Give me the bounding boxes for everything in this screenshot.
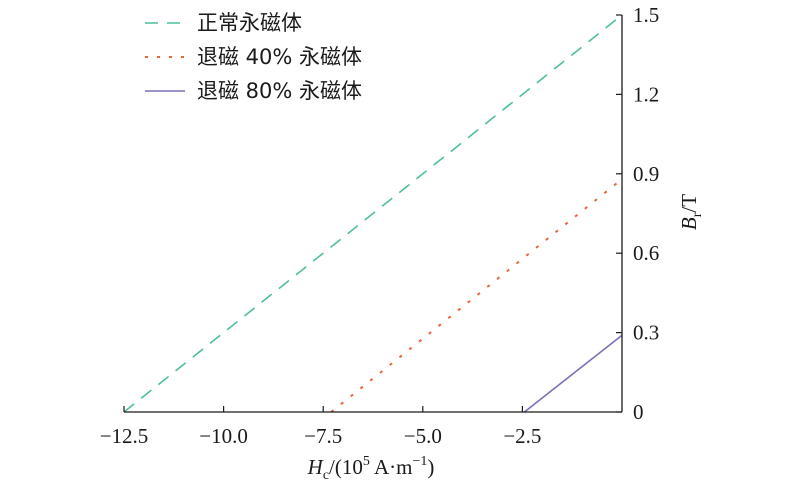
x-axis-title-unit-sup: −1 <box>412 454 427 469</box>
series-layer <box>123 14 623 413</box>
y-tick-label: 0.9 <box>633 162 659 186</box>
y-tick-label: 0.3 <box>633 321 659 345</box>
x-axis-title-sup: 5 <box>363 454 370 469</box>
y-tick-label: 1.5 <box>633 3 659 27</box>
ticks: −12.5 −10.0 −7.5 −5.0 −2.5 0 0.3 0.6 0.9 1.2 1.5 <box>100 3 660 448</box>
series-line-2 <box>523 334 623 413</box>
y-tick-label: 0.6 <box>633 241 659 265</box>
legend-label-demag-40: 退磁 40% 永磁体 <box>197 45 362 69</box>
x-axis-title-main: H <box>307 455 325 479</box>
x-tick-label: −2.5 <box>503 424 541 448</box>
legend-item-demag-80: 退磁 80% 永磁体 <box>145 79 362 103</box>
x-axis-title-rest: /(10 <box>329 455 363 479</box>
x-tick-label: −12.5 <box>100 424 149 448</box>
legend-label-demag-80: 退磁 80% 永磁体 <box>197 79 362 103</box>
y-tick-label: 0 <box>633 400 644 424</box>
axes <box>124 15 623 413</box>
legend-label-normal: 正常永磁体 <box>197 11 302 35</box>
legend: 正常永磁体 退磁 40% 永磁体 退磁 80% 永磁体 <box>145 11 362 103</box>
legend-item-demag-40: 退磁 40% 永磁体 <box>145 45 362 69</box>
x-tick-label: −10.0 <box>199 424 248 448</box>
series-line-0 <box>123 14 623 413</box>
x-axis-title-unit: A·m <box>370 455 413 479</box>
x-tick-label: −7.5 <box>304 424 342 448</box>
y-tick-label: 1.2 <box>633 82 659 106</box>
x-tick-label: −5.0 <box>404 424 442 448</box>
series-line-1 <box>330 178 623 413</box>
y-axis-title-rest: /T <box>677 194 701 213</box>
y-axis-title: Br/T <box>677 194 705 230</box>
legend-item-normal: 正常永磁体 <box>145 11 302 35</box>
y-axis-title-main: B <box>677 217 701 230</box>
x-axis-title-close: ) <box>427 455 434 479</box>
y-axis-title-sub: r <box>690 212 705 217</box>
x-axis-title: Hc/(105 A·m−1) <box>307 454 435 483</box>
x-axis-title-sub: c <box>323 468 329 483</box>
